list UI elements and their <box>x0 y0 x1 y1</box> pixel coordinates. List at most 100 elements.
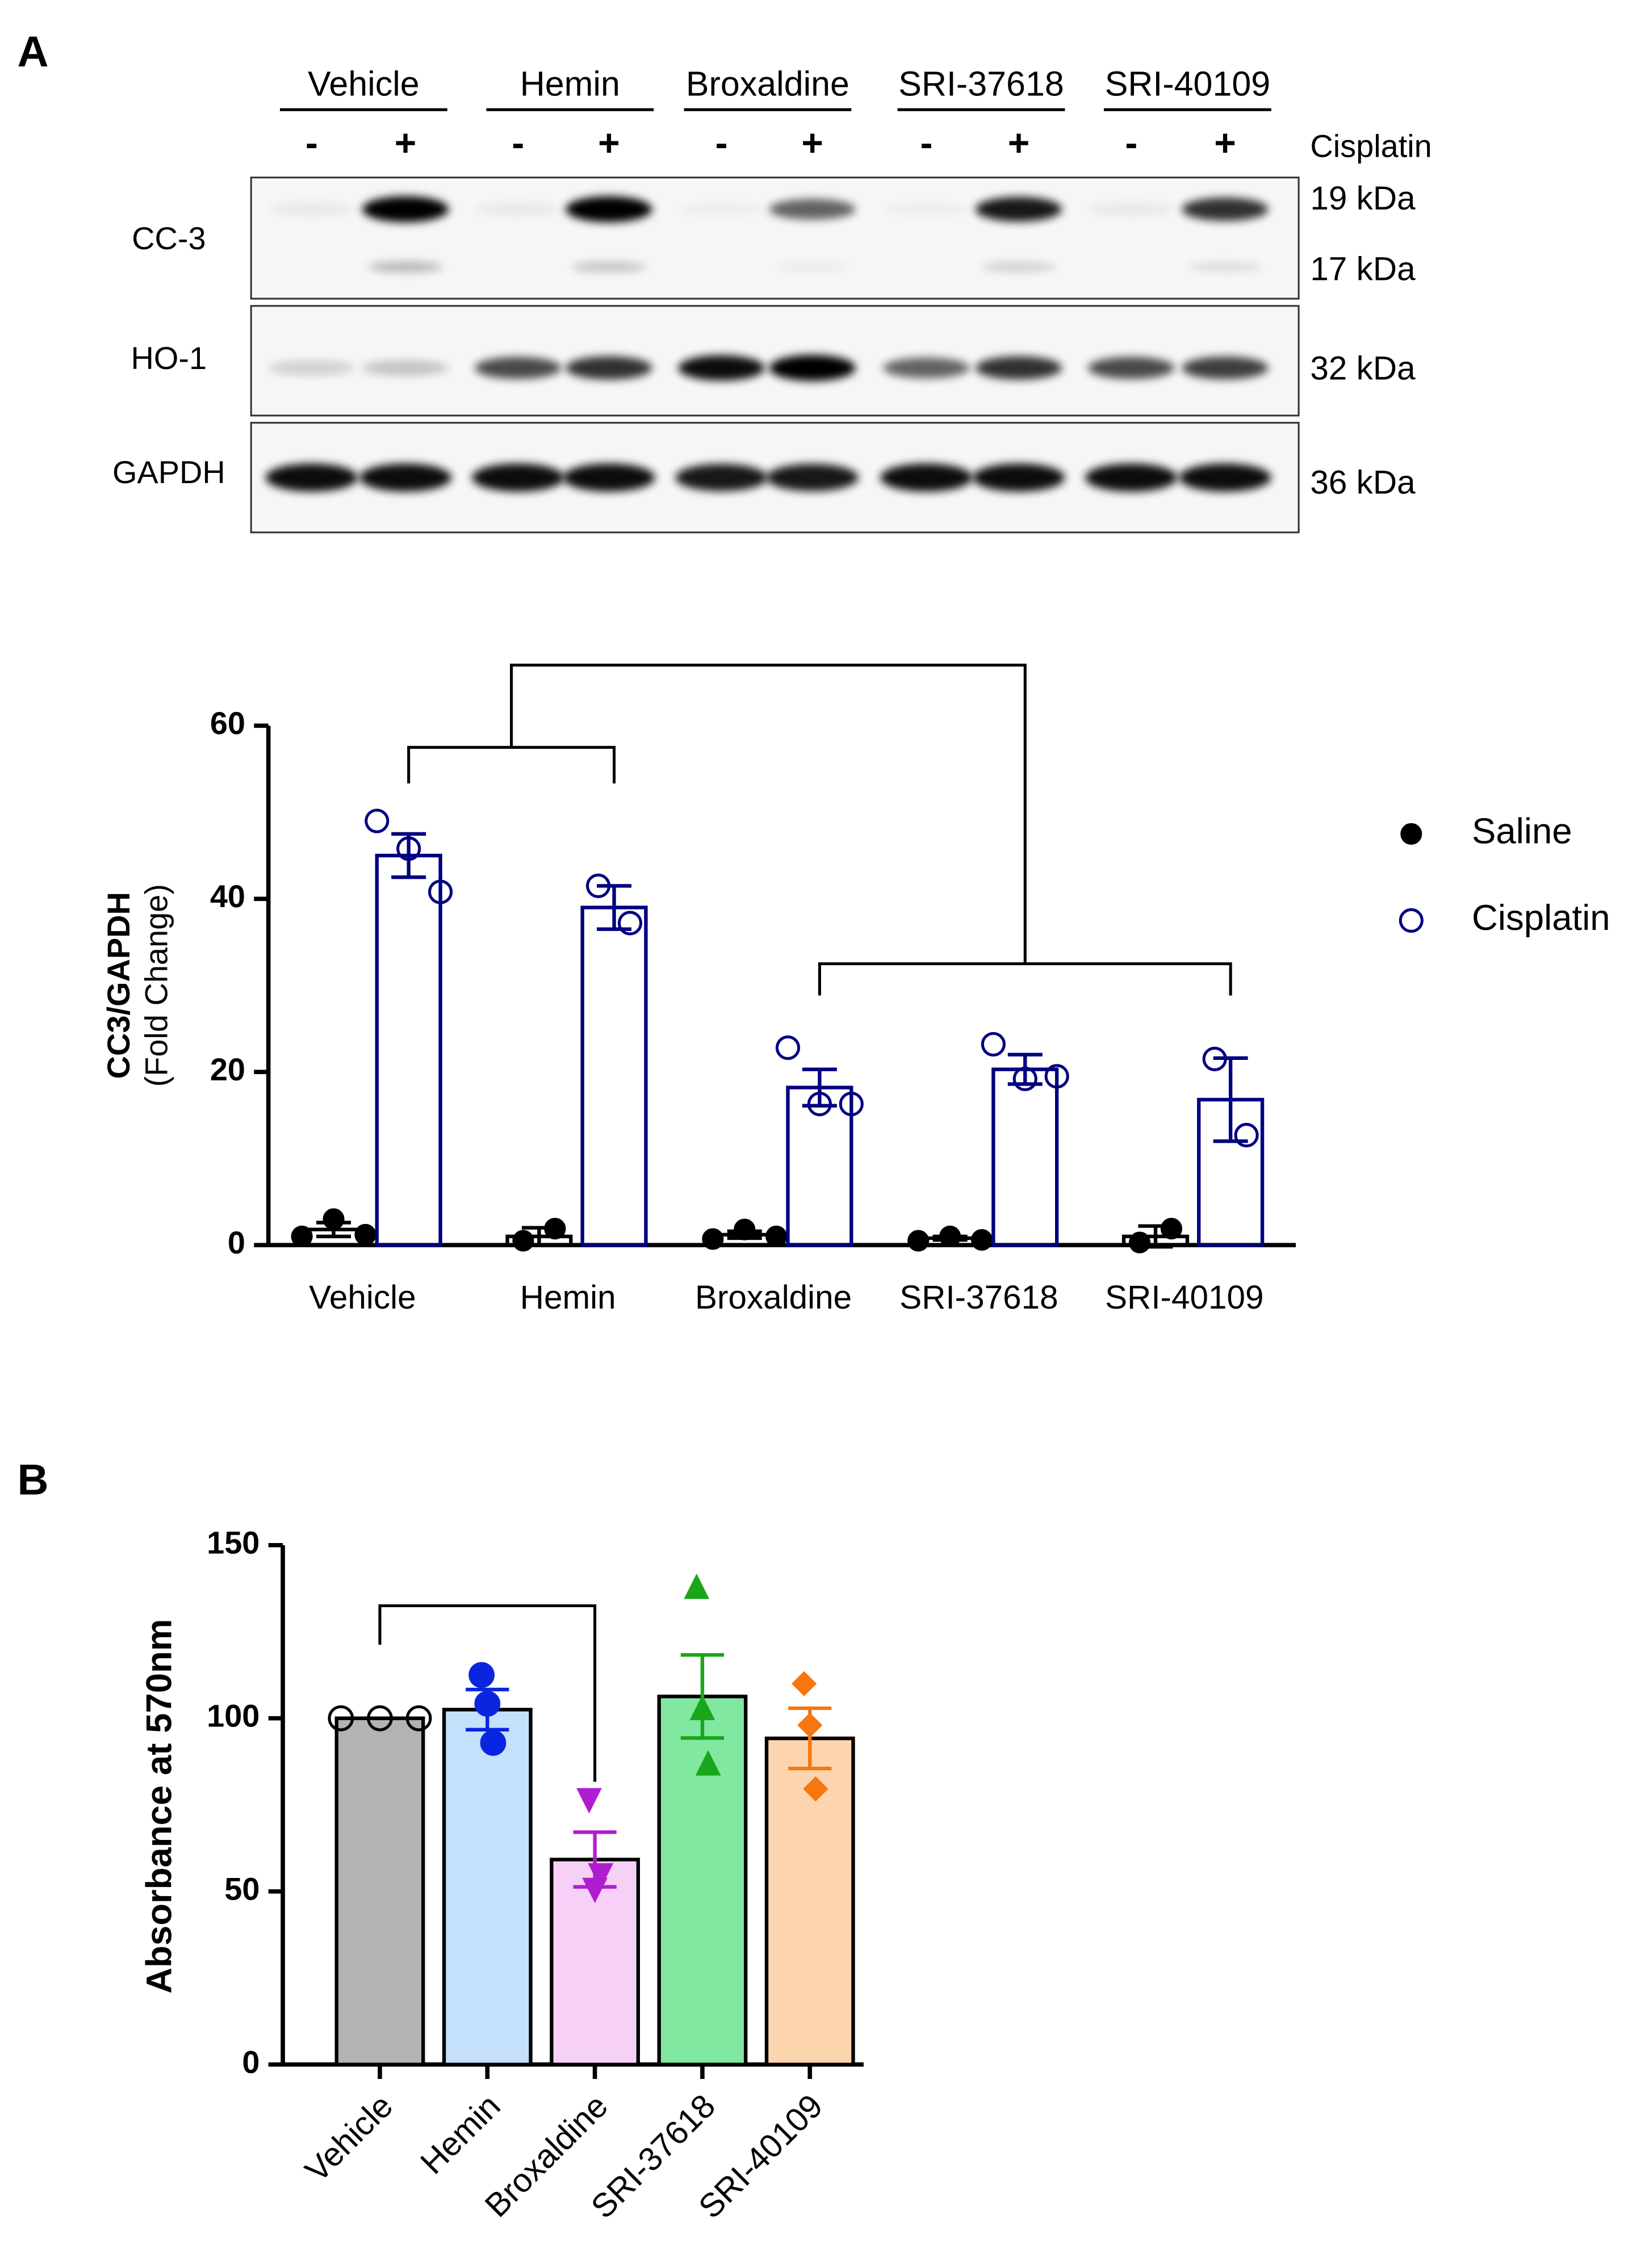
lane-sign: - <box>512 122 524 164</box>
significance-bracket <box>378 1604 597 1782</box>
y-tick-label: 60 <box>210 705 245 741</box>
bar <box>334 1716 425 2066</box>
data-point <box>775 1035 801 1060</box>
blot-band <box>359 463 452 492</box>
data-point <box>1202 1046 1227 1071</box>
data-point <box>791 1671 817 1696</box>
panel-label: A <box>17 28 48 76</box>
blot-band <box>1085 463 1178 492</box>
data-point <box>803 1776 828 1802</box>
data-point <box>970 1229 993 1251</box>
legend-label: Saline <box>1472 811 1572 852</box>
row-label: CC-3 <box>132 220 206 256</box>
blot-band <box>1088 357 1175 379</box>
data-point <box>1129 1231 1151 1254</box>
data-point <box>480 1730 507 1756</box>
data-point <box>702 1228 724 1250</box>
blot-band <box>883 203 969 216</box>
data-point <box>544 1218 566 1240</box>
size-label: 17 kDa <box>1310 250 1416 287</box>
blot-band <box>1182 357 1269 380</box>
lane-sign: + <box>1008 122 1030 164</box>
data-point <box>939 1225 961 1247</box>
data-point <box>576 1788 602 1814</box>
data-point <box>734 1218 756 1240</box>
group-label: Broxaldine <box>686 65 849 103</box>
blot-band <box>1179 463 1271 492</box>
lane-sign: - <box>920 122 932 164</box>
error-bar <box>391 832 426 879</box>
blot-band <box>766 464 859 492</box>
data-point <box>1012 1066 1037 1092</box>
blot-band <box>362 360 449 376</box>
data-point <box>617 911 643 936</box>
group-label: SRI-40109 <box>1105 65 1270 103</box>
data-point <box>585 873 611 899</box>
data-point <box>981 1032 1006 1057</box>
blot-band <box>475 202 562 216</box>
data-point <box>428 879 453 904</box>
row-label: GAPDH <box>112 454 225 490</box>
size-label: 36 kDa <box>1310 464 1416 501</box>
lane-sign: + <box>395 122 417 164</box>
bar <box>442 1708 533 2066</box>
blot-band <box>563 463 655 492</box>
legend-marker <box>1399 908 1424 933</box>
blot-band <box>1182 197 1269 221</box>
blot-band <box>566 356 652 380</box>
y-axis-label: CC3/GAPDH <box>101 892 136 1079</box>
data-point <box>291 1225 313 1247</box>
blot-band <box>678 203 764 216</box>
lane-sign: - <box>715 122 728 164</box>
y-tick-label: 0 <box>228 1225 245 1260</box>
blot-band <box>981 262 1057 272</box>
group-label: Hemin <box>520 65 620 103</box>
data-point <box>1160 1218 1183 1240</box>
y-axis-label: Absorbance at 570nm <box>139 1619 179 1994</box>
blot-band <box>268 360 355 376</box>
data-point <box>328 1705 354 1732</box>
data-point <box>807 1092 832 1117</box>
blot-band <box>880 463 973 492</box>
error-bar <box>597 884 632 931</box>
group-label: SRI-37618 <box>898 65 1064 103</box>
blot-band <box>769 199 856 220</box>
y-tick-label: 100 <box>207 1697 259 1733</box>
blot-band <box>1088 202 1175 216</box>
blot-band <box>975 356 1062 380</box>
legend-label: Cisplatin <box>1472 898 1610 938</box>
blot-band <box>678 355 765 381</box>
data-point <box>907 1230 930 1252</box>
data-point <box>468 1662 495 1688</box>
bar <box>657 1695 748 2066</box>
lane-sign: - <box>1125 122 1137 164</box>
data-point <box>1234 1122 1259 1148</box>
lane-sign: + <box>1214 122 1236 164</box>
data-point <box>396 836 421 861</box>
data-point <box>365 808 390 833</box>
y-tick-label: 150 <box>207 1525 259 1561</box>
blot-band <box>475 357 562 379</box>
y-tick-label: 40 <box>210 878 245 914</box>
group-label: Vehicle <box>308 65 420 103</box>
x-tick-label: Broxaldine <box>695 1279 852 1316</box>
legend-marker <box>1400 823 1422 845</box>
data-point <box>367 1705 393 1732</box>
data-point <box>684 1573 710 1599</box>
x-tick-label: Vehicle <box>309 1279 416 1316</box>
blot-band <box>268 202 355 216</box>
data-point <box>839 1092 864 1117</box>
blot-band <box>362 196 449 223</box>
data-point <box>765 1225 788 1247</box>
x-tick-label: Hemin <box>520 1279 616 1316</box>
size-label: 19 kDa <box>1310 180 1416 217</box>
y-axis-sublabel: (Fold Change) <box>138 884 174 1087</box>
data-point <box>323 1208 345 1230</box>
blot-band <box>775 262 850 272</box>
blot-band <box>769 355 856 381</box>
data-point <box>797 1712 823 1738</box>
treatment-label: Cisplatin <box>1310 128 1431 164</box>
blot-band <box>975 196 1062 222</box>
blot-band <box>368 261 443 273</box>
y-tick-label: 0 <box>242 2044 259 2080</box>
